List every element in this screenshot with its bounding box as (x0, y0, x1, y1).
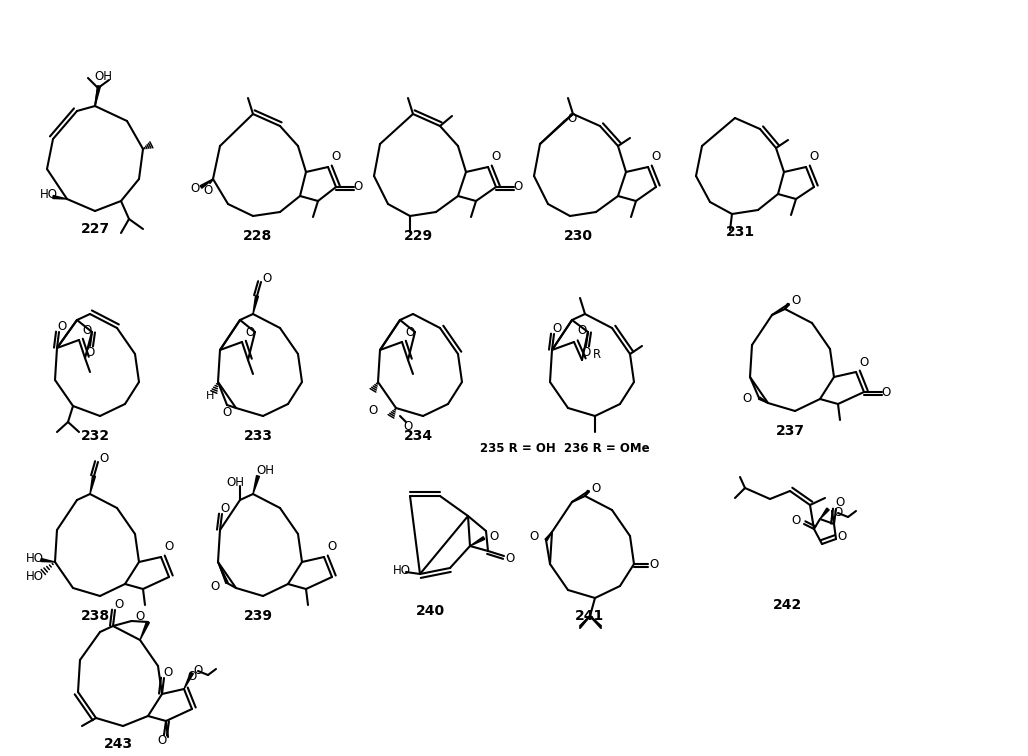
Text: O: O (187, 671, 196, 683)
Polygon shape (545, 532, 552, 541)
Text: 227: 227 (80, 222, 110, 236)
Text: HO: HO (26, 569, 44, 583)
Text: O: O (491, 150, 501, 163)
Text: O: O (650, 557, 659, 571)
Text: O: O (222, 407, 231, 420)
Text: O: O (193, 665, 203, 677)
Text: O: O (834, 507, 843, 519)
Text: OH: OH (226, 476, 244, 488)
Text: 233: 233 (244, 429, 272, 443)
Text: O: O (506, 553, 515, 565)
Text: O: O (489, 529, 499, 543)
Polygon shape (41, 559, 56, 562)
Polygon shape (759, 397, 768, 403)
Text: O: O (262, 271, 271, 284)
Polygon shape (140, 621, 149, 640)
Text: 232: 232 (80, 429, 110, 443)
Polygon shape (95, 85, 101, 106)
Text: 235 R = OH  236 R = OMe: 235 R = OH 236 R = OMe (480, 442, 650, 454)
Polygon shape (218, 562, 228, 584)
Text: 231: 231 (726, 225, 755, 239)
Text: O: O (163, 665, 173, 678)
Text: 229: 229 (403, 229, 433, 243)
Text: O: O (881, 386, 890, 398)
Text: O: O (190, 182, 199, 196)
Text: O: O (405, 326, 414, 339)
Text: 239: 239 (244, 609, 272, 623)
Text: O: O (164, 541, 174, 553)
Text: O: O (82, 324, 91, 336)
Text: H: H (206, 391, 214, 401)
Text: OH: OH (256, 463, 274, 476)
Text: O: O (354, 181, 363, 194)
Text: O: O (578, 324, 587, 336)
Text: O: O (809, 150, 818, 163)
Text: O: O (836, 497, 845, 510)
Text: O: O (792, 515, 801, 528)
Polygon shape (52, 196, 67, 199)
Text: O: O (652, 150, 661, 163)
Text: 240: 240 (415, 604, 444, 618)
Text: HO: HO (393, 563, 411, 577)
Text: O: O (838, 531, 847, 544)
Text: R: R (593, 349, 601, 361)
Text: O: O (100, 451, 109, 464)
Text: 242: 242 (773, 598, 803, 612)
Text: 238: 238 (80, 609, 110, 623)
Polygon shape (253, 296, 258, 314)
Text: 230: 230 (563, 229, 592, 243)
Polygon shape (785, 303, 790, 309)
Text: HO: HO (26, 551, 44, 565)
Text: O: O (204, 184, 213, 197)
Text: 228: 228 (244, 229, 272, 243)
Text: HO: HO (40, 188, 58, 202)
Text: O: O (114, 597, 123, 611)
Text: O: O (859, 355, 869, 368)
Text: 243: 243 (104, 737, 133, 751)
Text: O: O (403, 420, 412, 432)
Text: O: O (529, 531, 539, 544)
Text: O: O (246, 326, 255, 339)
Polygon shape (470, 537, 485, 546)
Text: O: O (331, 150, 340, 163)
Text: O: O (58, 320, 67, 333)
Text: 234: 234 (403, 429, 433, 443)
Text: 241: 241 (576, 609, 604, 623)
Text: O: O (157, 735, 167, 748)
Text: O: O (742, 392, 751, 404)
Polygon shape (820, 508, 830, 519)
Text: O: O (85, 345, 95, 358)
Text: OH: OH (94, 70, 112, 82)
Polygon shape (90, 476, 96, 494)
Text: O: O (513, 181, 522, 194)
Text: O: O (552, 321, 561, 334)
Polygon shape (253, 476, 259, 494)
Text: O: O (368, 404, 377, 417)
Text: O: O (211, 581, 220, 593)
Text: O: O (135, 609, 144, 622)
Text: 237: 237 (775, 424, 805, 438)
Text: O: O (792, 295, 801, 308)
Polygon shape (200, 179, 213, 188)
Polygon shape (585, 491, 589, 496)
Text: O: O (327, 541, 336, 553)
Text: O: O (220, 501, 229, 515)
Polygon shape (184, 672, 193, 689)
Text: O: O (582, 345, 591, 358)
Text: O: O (592, 482, 601, 495)
Text: O: O (567, 113, 577, 125)
